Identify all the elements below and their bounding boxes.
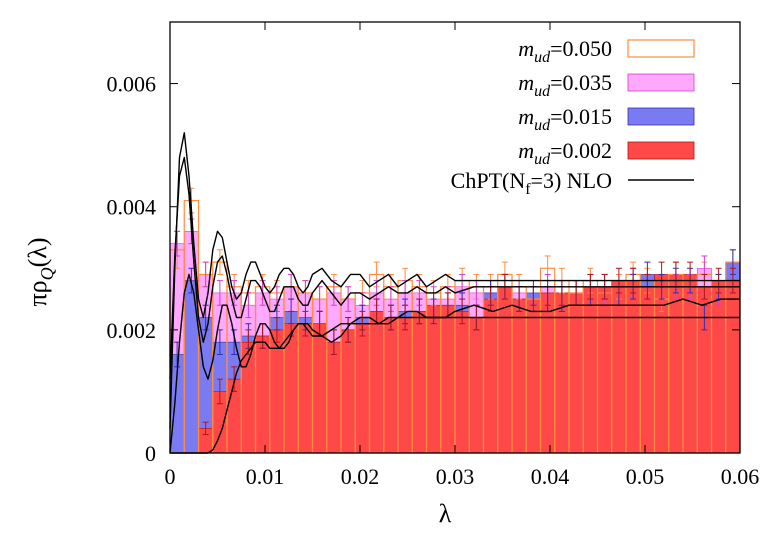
- legend-swatch-2: [627, 107, 695, 126]
- x-axis-label: λ: [439, 499, 452, 528]
- y-tick-label: 0.006: [107, 72, 157, 97]
- bar-0.002-11: [326, 341, 342, 454]
- bar-0.002-21: [468, 317, 484, 454]
- x-tick-label: 0.02: [341, 464, 380, 489]
- legend-swatch-0: [627, 39, 695, 58]
- bar-0.002-39: [725, 280, 741, 454]
- bar-0.002-22: [483, 298, 499, 454]
- legend: mud=0.050 mud=0.035 mud=0.015 mud=0.002ChPT…: [451, 36, 695, 198]
- bar-0.002-31: [611, 280, 627, 454]
- y-tick-label: 0: [145, 441, 156, 466]
- y-axis-label-sub: Q: [37, 267, 57, 280]
- chpt-curve-1: [169, 156, 740, 380]
- x-tick-label: 0: [165, 464, 176, 489]
- bar-0.002-10: [312, 323, 328, 454]
- legend-label-chpt: ChPT(Nf=3) NLO: [451, 168, 612, 198]
- bar-0.002-13: [354, 323, 370, 454]
- y-tick-label: 0.002: [107, 318, 157, 343]
- bar-0.002-24: [511, 298, 527, 454]
- x-tick-label: 0.06: [721, 464, 760, 489]
- legend-swatch-1: [627, 73, 695, 92]
- y-axis-label: πρQ(λ): [23, 237, 57, 306]
- bar-0.002-20: [454, 311, 470, 454]
- bar-0.002-12: [340, 329, 356, 454]
- bar-0.002-14: [369, 311, 385, 454]
- bar-0.002-17: [411, 311, 427, 454]
- svg-text:πρQ(λ): πρQ(λ): [23, 237, 57, 306]
- bar-0.002-16: [397, 317, 413, 454]
- y-axis-label-tail: (λ): [23, 237, 52, 267]
- x-tick-label: 0.04: [531, 464, 570, 489]
- bar-0.002-29: [582, 286, 598, 454]
- legend-label-2: mud=0.015: [518, 104, 612, 134]
- bar-0.002-38: [711, 280, 727, 454]
- legend-label-1: mud=0.035: [518, 70, 612, 100]
- chpt-curve-0: [169, 132, 740, 429]
- chpt-curves: [169, 132, 740, 454]
- bar-0.002-18: [426, 304, 442, 454]
- x-tick-label: 0.03: [436, 464, 475, 489]
- x-tick-label: 0.05: [626, 464, 665, 489]
- y-axis-label-main: πρ: [23, 280, 52, 306]
- bar-0.002-33: [639, 286, 655, 454]
- x-tick-label: 0.01: [246, 464, 285, 489]
- legend-label-0: mud=0.050: [518, 36, 612, 66]
- bar-0.002-19: [440, 304, 456, 454]
- histogram-bars: [169, 199, 741, 454]
- bar-0.002-30: [597, 286, 613, 454]
- legend-label-3: mud=0.002: [518, 138, 612, 168]
- bar-0.015-1: [183, 280, 199, 454]
- legend-swatch-3: [627, 141, 695, 160]
- bar-0.002-15: [383, 317, 399, 454]
- bar-0.002-6: [255, 335, 271, 454]
- bar-0.002-23: [497, 286, 513, 454]
- chpt-curve-2: [169, 273, 740, 454]
- bar-0.002-32: [625, 280, 641, 454]
- bar-0.002-8: [283, 323, 299, 454]
- y-tick-label: 0.004: [107, 195, 157, 220]
- chpt-curve-3: [170, 298, 740, 454]
- axis-ticks: 0 0.01 0.02 0.03 0.04 0.05 0.06 0 0.002 0.004 0.00…: [107, 22, 760, 489]
- bar-0.002-25: [525, 298, 541, 454]
- bar-0.002-9: [297, 323, 313, 454]
